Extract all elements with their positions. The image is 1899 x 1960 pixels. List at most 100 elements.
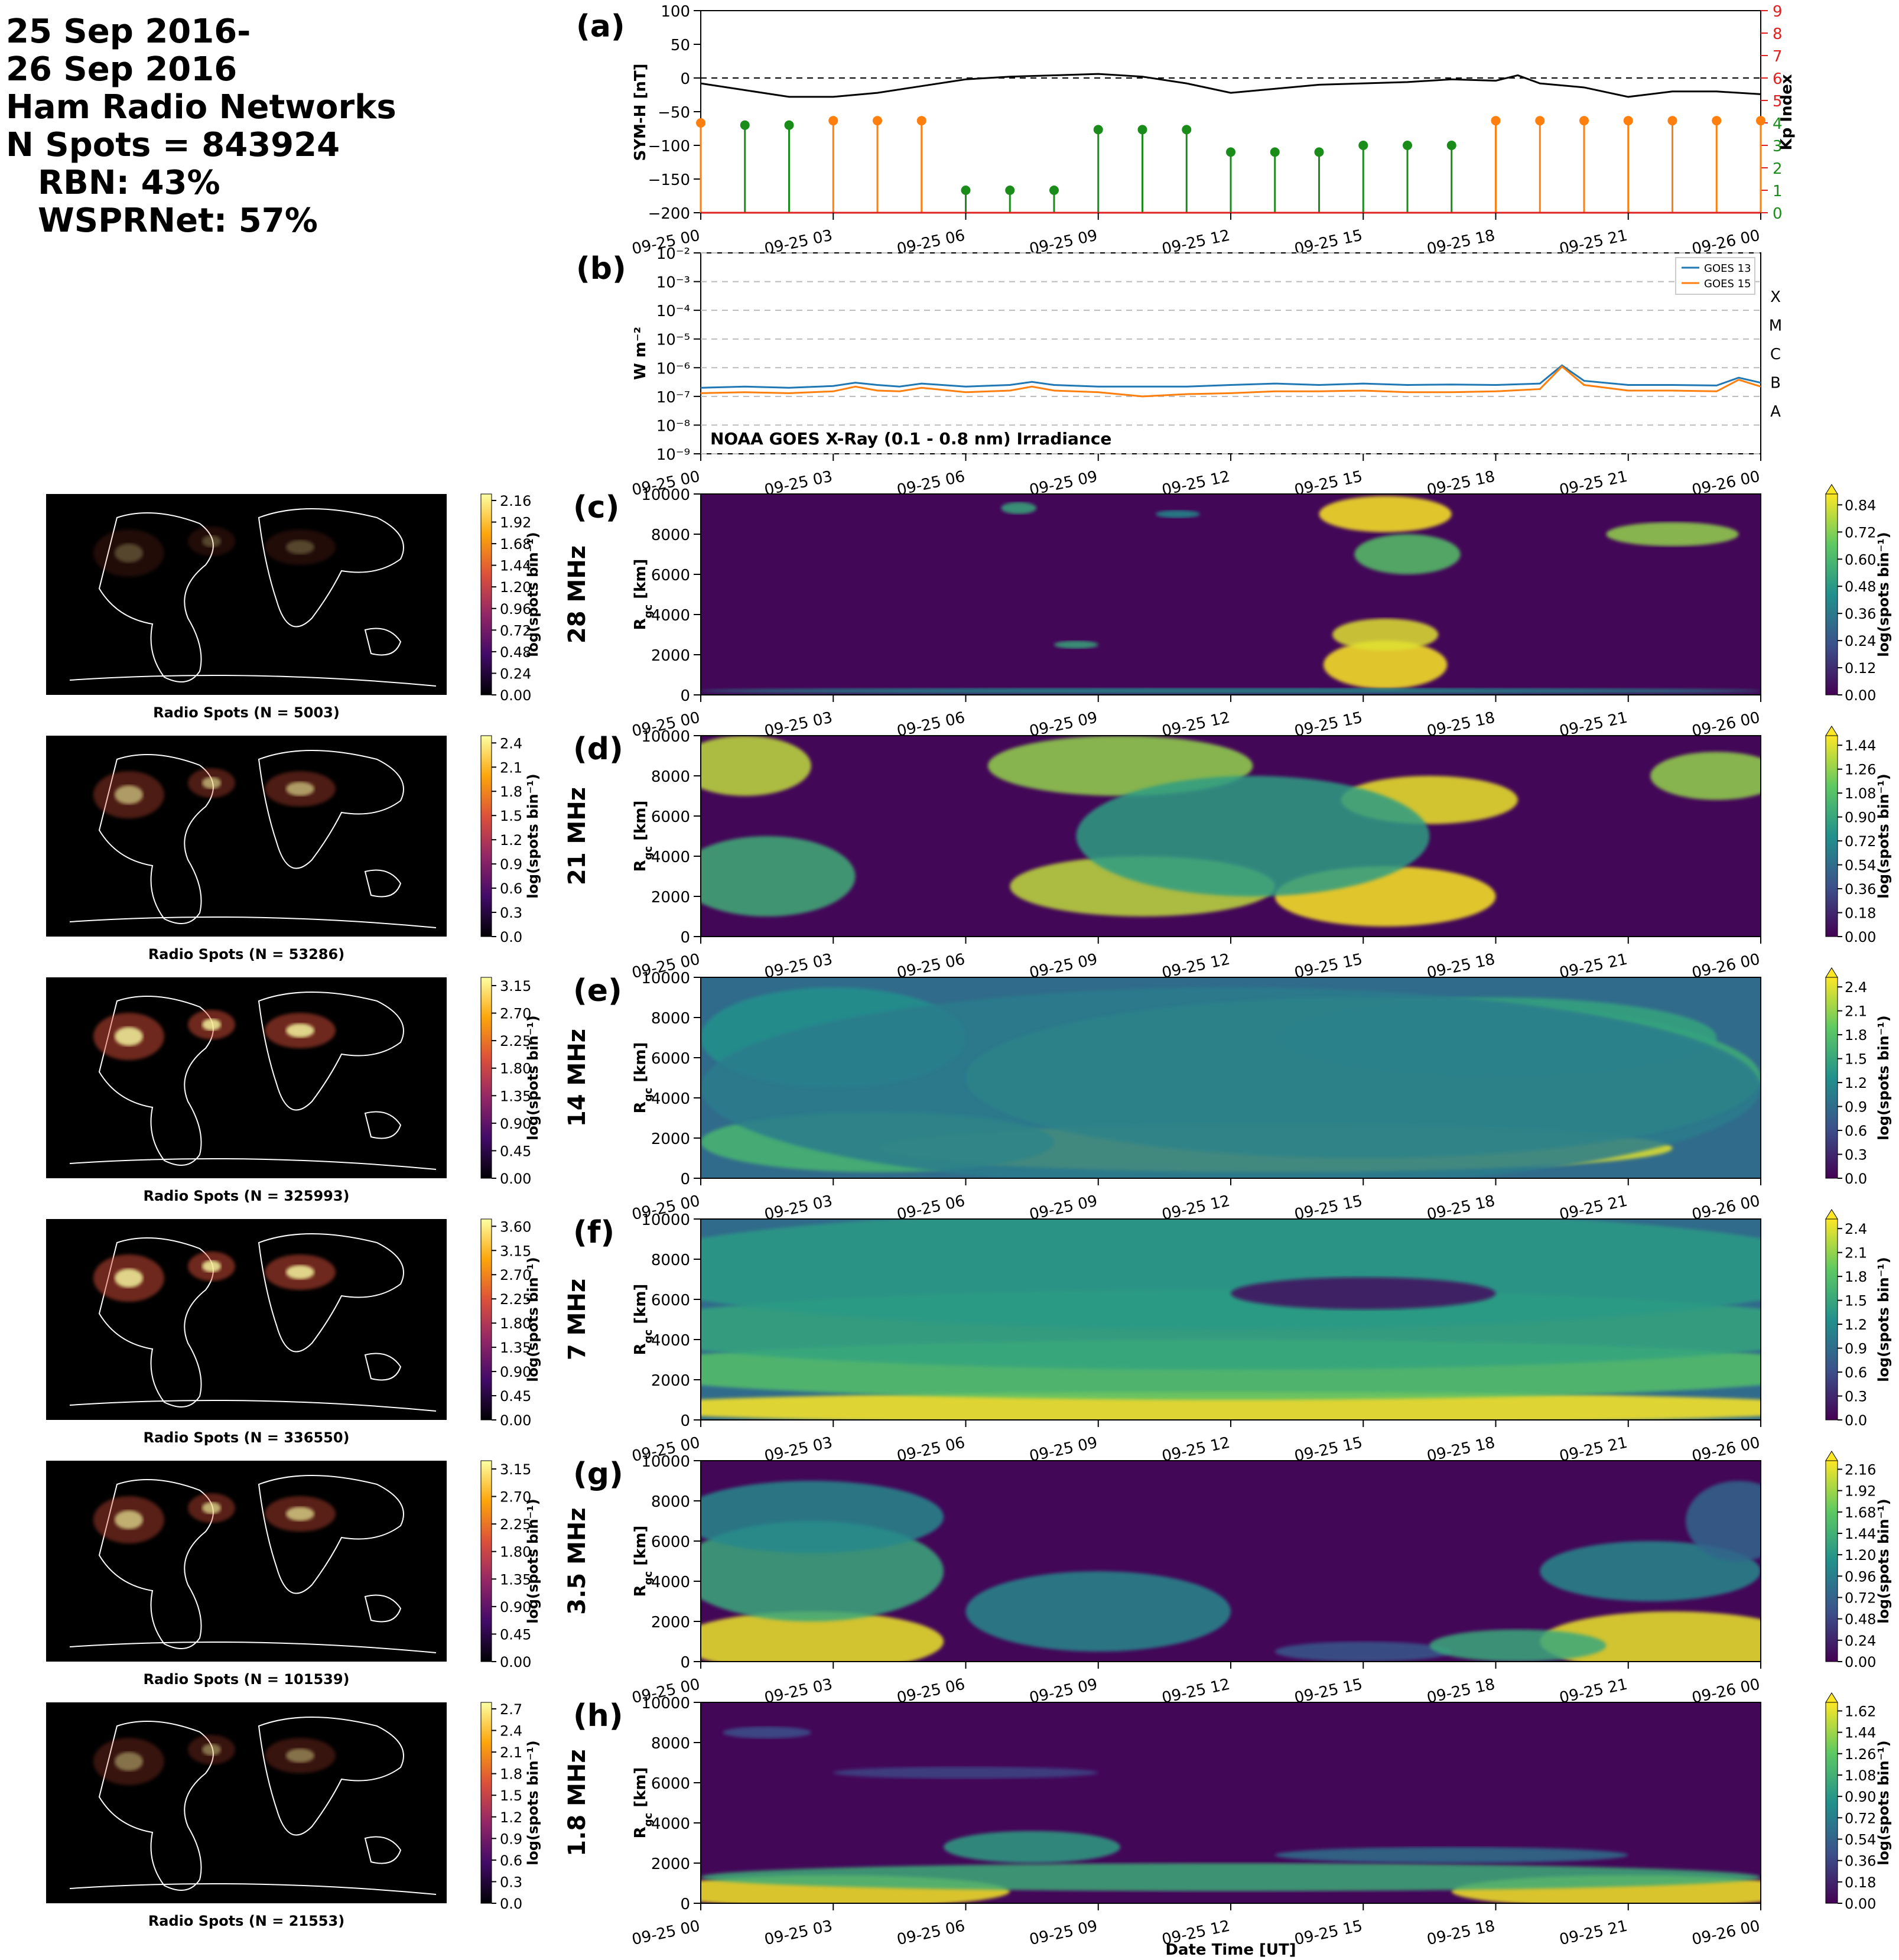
x-tick-label: 09-25 21 bbox=[1558, 227, 1630, 259]
series-line-goes-13 bbox=[700, 364, 1761, 389]
colorbar-tick-label: 0.0 bbox=[1845, 1412, 1867, 1429]
heatmap-blob bbox=[1540, 1541, 1761, 1601]
map-colorbar-tick-label: 1.35 bbox=[500, 1088, 531, 1104]
x-tick-label: 09-26 00 bbox=[1690, 227, 1762, 259]
x-tick-label: 09-25 21 bbox=[1558, 1917, 1630, 1949]
map-colorbar-tick-label: 2.1 bbox=[500, 759, 522, 776]
map-colorbar bbox=[480, 1218, 492, 1421]
heatmap-blob bbox=[701, 1863, 1761, 1891]
y-tick-label: 0 bbox=[680, 1412, 690, 1430]
map-colorbar-tick-label: 2.25 bbox=[500, 1291, 531, 1308]
y-axis-label-irradiance: W m⁻² bbox=[632, 327, 649, 380]
band-label: 7 MHz bbox=[564, 1279, 591, 1360]
spot-density-peak bbox=[115, 785, 143, 804]
x-tick-label: 09-25 06 bbox=[895, 1917, 967, 1949]
map-colorbar bbox=[480, 977, 492, 1179]
kp-marker bbox=[1446, 141, 1456, 150]
x-tick-label: 09-26 00 bbox=[1690, 1917, 1762, 1949]
rbn-share: RBN: 43% bbox=[38, 164, 220, 202]
flare-class-label: M bbox=[1769, 317, 1782, 334]
spot-density-peak bbox=[286, 1748, 314, 1763]
colorbar-label: log(spots bin⁻¹) bbox=[1875, 532, 1892, 657]
world-map bbox=[46, 1461, 447, 1662]
legend-entry: GOES 13 bbox=[1704, 262, 1751, 275]
kp-marker bbox=[1314, 147, 1324, 157]
map-colorbar-tick-label: 1.80 bbox=[500, 1061, 531, 1077]
map-colorbar-tick-label: 1.80 bbox=[500, 1315, 531, 1332]
map-colorbar-tick-label: 3.15 bbox=[500, 978, 531, 994]
colorbar-tick-label: 0.9 bbox=[1845, 1341, 1867, 1357]
heatmap-blob bbox=[701, 1611, 944, 1662]
heatmap-blob bbox=[701, 987, 1761, 1178]
colorbar-tick-label: 0.90 bbox=[1845, 810, 1876, 826]
y-tick-label: 6000 bbox=[651, 1775, 690, 1793]
map-colorbar-tick-label: 2.7 bbox=[500, 1701, 522, 1718]
colorbar-tick-label: 1.44 bbox=[1845, 737, 1876, 754]
colorbar bbox=[1825, 1702, 1838, 1904]
kp-marker bbox=[1756, 116, 1765, 126]
map-colorbar-tick-label: 2.70 bbox=[500, 1489, 531, 1506]
heatmap-blob bbox=[944, 1831, 1121, 1863]
colorbar-tick-label: 0.24 bbox=[1845, 633, 1876, 649]
spot-density-peak bbox=[286, 540, 314, 554]
colorbar-tick-label: 1.44 bbox=[1845, 1526, 1876, 1542]
colorbar-tick-label: 2.16 bbox=[1845, 1461, 1876, 1478]
map-colorbar-tick-label: 0.00 bbox=[500, 1654, 531, 1670]
world-map bbox=[46, 494, 447, 695]
heatmap-blob bbox=[701, 1392, 1761, 1420]
heatmap-blob bbox=[1323, 641, 1448, 689]
map-colorbar-tick-label: 1.35 bbox=[500, 1340, 531, 1356]
coastlines bbox=[69, 750, 437, 928]
colorbar-extend bbox=[1825, 1209, 1838, 1220]
irradiance-annotation: NOAA GOES X-Ray (0.1 - 0.8 nm) Irradianc… bbox=[710, 429, 1111, 448]
y-tick-label: 10000 bbox=[641, 728, 690, 746]
x-tick-label: 09-25 06 bbox=[895, 227, 967, 259]
colorbar-tick-label: 0.3 bbox=[1845, 1147, 1867, 1163]
row-21-mhz: Radio Spots (N = 53286) 0.0 0.3 0.6 0.9 1.2 1.… bbox=[46, 726, 1892, 963]
colorbar bbox=[1825, 493, 1838, 695]
map-colorbar bbox=[480, 1702, 492, 1904]
y-tick-label: 8000 bbox=[651, 1493, 690, 1511]
y-tick-label: 2000 bbox=[651, 1372, 690, 1390]
map-colorbar-tick-label: 1.8 bbox=[500, 1766, 522, 1783]
flare-class-label: B bbox=[1770, 375, 1781, 392]
heatmap bbox=[701, 977, 1761, 1178]
flare-class-label: C bbox=[1770, 346, 1781, 363]
colorbar-tick-label: 0.18 bbox=[1845, 1874, 1876, 1891]
heatmap-blob bbox=[1274, 1642, 1452, 1662]
row-1_8-mhz: Radio Spots (N = 21553) 0.0 0.3 0.6 0.9 1.2 1.… bbox=[46, 1692, 1892, 1929]
colorbar-tick-label: 0.24 bbox=[1845, 1633, 1876, 1649]
panel-label-a: (a) bbox=[576, 9, 625, 44]
map-colorbar-label: log(spots bin⁻¹) bbox=[525, 1499, 541, 1624]
panel-label: (d) bbox=[573, 732, 623, 767]
spot-density-peak bbox=[202, 1502, 221, 1514]
kp-marker bbox=[740, 120, 750, 130]
colorbar-tick-label: 2.1 bbox=[1845, 1003, 1867, 1020]
band-label: 14 MHz bbox=[564, 1029, 591, 1127]
heatmap-blob bbox=[965, 1571, 1231, 1652]
map-colorbar bbox=[480, 493, 492, 695]
colorbar-tick-label: 0.00 bbox=[1845, 687, 1876, 704]
legend-box bbox=[1675, 257, 1755, 295]
heatmap bbox=[701, 1219, 1761, 1420]
colorbar-tick-label: 0.00 bbox=[1845, 1654, 1876, 1670]
world-map bbox=[46, 736, 447, 937]
coastlines bbox=[69, 1233, 437, 1412]
spot-density-peak bbox=[202, 1260, 221, 1272]
heatmap-blob bbox=[701, 1219, 1761, 1330]
map-colorbar-tick-label: 0.96 bbox=[500, 601, 531, 617]
map-title: Radio Spots (N = 336550) bbox=[143, 1429, 349, 1446]
map-colorbar-tick-label: 0.90 bbox=[500, 1364, 531, 1380]
kp-marker bbox=[1182, 125, 1192, 135]
y-tick-label: 0 bbox=[680, 1171, 690, 1188]
map-colorbar-tick-label: 2.1 bbox=[500, 1744, 522, 1761]
map-title: Radio Spots (N = 325993) bbox=[143, 1188, 349, 1204]
date-range-end: 26 Sep 2016 bbox=[6, 50, 238, 89]
y-tick-label: 6000 bbox=[651, 1050, 690, 1068]
map-colorbar-tick-label: 0.9 bbox=[500, 856, 522, 873]
heatmap-blob bbox=[1606, 522, 1739, 547]
colorbar-tick-label: 0.60 bbox=[1845, 551, 1876, 568]
map-colorbar-tick-label: 1.44 bbox=[500, 558, 531, 574]
y-tick-label: −50 bbox=[658, 104, 690, 122]
y-axis-label-symh: SYM-H [nT] bbox=[632, 63, 649, 161]
